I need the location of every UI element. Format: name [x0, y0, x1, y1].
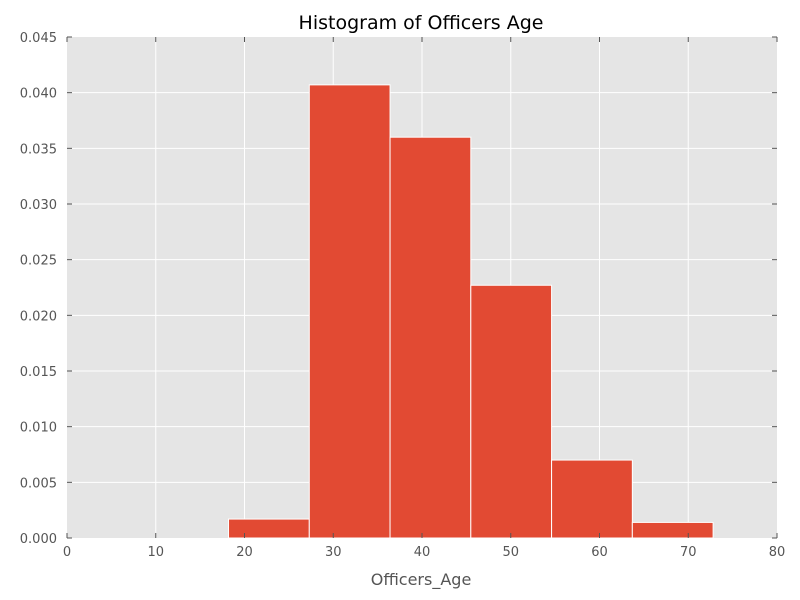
- y-tick-label: 0.030: [20, 198, 57, 213]
- y-tick-label: 0.045: [20, 31, 57, 46]
- x-tick-label: 30: [325, 545, 342, 560]
- y-tick-label: 0.025: [20, 254, 57, 269]
- y-tick-label: 0.020: [20, 309, 57, 324]
- y-tick-label: 0.005: [20, 476, 57, 491]
- histogram-bar: [551, 459, 633, 539]
- histogram-bars: [228, 84, 714, 539]
- x-tick-label: 10: [147, 545, 164, 560]
- histogram-bar: [389, 136, 472, 539]
- x-axis-label: Officers_Age: [371, 570, 472, 590]
- x-tick-label: 20: [236, 545, 253, 560]
- chart-title: Histogram of Officers Age: [299, 12, 544, 34]
- y-tick-label: 0.015: [20, 365, 57, 380]
- tick-labels: 0 10 20 30 40 50 60 70 80 0.000 0.005 0.010 0.015 0.0…: [20, 31, 785, 560]
- histogram-bar: [308, 84, 391, 539]
- x-tick-label: 50: [502, 545, 519, 560]
- y-tick-label: 0.000: [20, 532, 57, 547]
- x-tick-label: 60: [591, 545, 608, 560]
- y-tick-label: 0.040: [20, 87, 57, 102]
- y-tick-label: 0.035: [20, 142, 57, 157]
- axis-ticks: [66, 36, 778, 539]
- x-tick-label: 70: [680, 545, 697, 560]
- histogram-bar: [228, 518, 310, 539]
- y-tick-label: 0.010: [20, 421, 57, 436]
- x-tick-label: 40: [414, 545, 431, 560]
- histogram-bar: [631, 521, 714, 539]
- x-tick-label: 80: [769, 545, 786, 560]
- histogram-bar: [470, 284, 553, 539]
- x-tick-label: 0: [63, 545, 71, 560]
